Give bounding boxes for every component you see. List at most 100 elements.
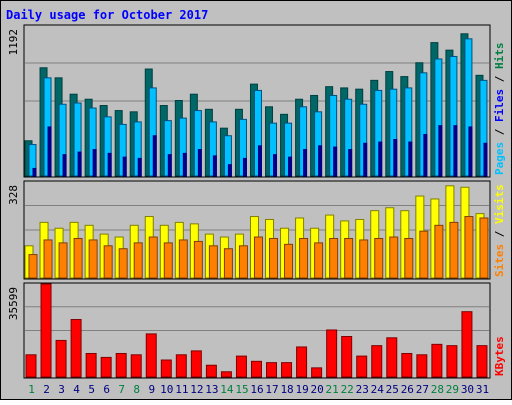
sites-bar [148,236,158,279]
sites-bar [43,239,53,279]
hits-files-pages-panel: 1192 Pages / Files / Hits [7,24,506,178]
pages-bar [167,154,172,177]
top-max-label: 1192 [7,29,20,56]
middle-legend-item: Sites [493,244,506,277]
pages-bar [438,125,443,177]
sites-bar [329,237,339,279]
sites-bar [163,242,173,279]
sites-bar [238,245,248,279]
day-label: 1 [28,383,35,396]
top-legend-item: / [493,122,506,142]
pages-bar [227,164,232,177]
day-label: 19 [295,383,308,396]
kbytes-bar [220,371,232,378]
pages-bar [137,157,142,177]
pages-bar [378,141,383,177]
day-label: 16 [250,383,263,396]
top-legend-item: Pages [493,142,506,175]
sites-bar [479,217,489,279]
day-label: 2 [43,383,50,396]
sites-bar [344,237,354,279]
kbytes-bar [386,337,398,378]
day-label: 12 [190,383,203,396]
pages-bar [107,152,112,177]
day-label: 22 [341,383,354,396]
sites-bar [253,236,263,279]
pages-bar [62,154,67,177]
pages-bar [348,149,353,177]
day-label: 23 [356,383,369,396]
sites-bar [374,237,384,279]
pages-bar [408,141,413,177]
middle-legend: Sites / Visits [493,184,506,277]
day-label: 3 [58,383,65,396]
sites-visits-panel: 328 Sites / Visits [7,180,506,280]
sites-bar [389,236,399,279]
pages-bar [333,146,338,177]
day-label: 18 [280,383,293,396]
kbytes-bar [25,354,37,378]
top-legend: Pages / Files / Hits [493,43,506,176]
sites-bar [449,221,459,279]
day-label: 21 [326,383,339,396]
day-label: 17 [265,383,278,396]
pages-bar [393,139,398,177]
day-label: 20 [311,383,324,396]
top-legend-item: Files [493,89,506,122]
pages-bar [92,149,97,177]
kbytes-bar [130,354,142,378]
kbytes-bar [281,362,293,378]
kbytes-bar [145,333,157,378]
day-label: 4 [73,383,80,396]
kbytes-bar [311,367,323,378]
day-label: 5 [88,383,95,396]
sites-bar [133,242,143,279]
sites-bar [314,242,324,279]
day-label: 9 [148,383,155,396]
kbytes-bar [250,360,262,378]
kbytes-bar [431,343,443,378]
sites-bar [359,239,369,279]
bottom-legend-item: KBytes [493,336,506,376]
day-label: 14 [220,383,234,396]
kbytes-bar [296,346,308,378]
day-label: 24 [371,383,385,396]
sites-bar [193,240,203,279]
sites-bar [73,237,83,279]
day-label: 28 [431,383,444,396]
middle-max-label: 328 [7,185,20,205]
pages-bar [47,126,52,177]
sites-bar [178,239,188,279]
sites-bar [404,237,414,279]
sites-bar [464,216,474,279]
sites-bar [223,248,233,279]
sites-bar [103,245,113,279]
pages-bar [453,125,458,177]
kbytes-bar [205,364,217,378]
kbytes-bar [85,352,97,378]
pages-bar [318,145,323,177]
pages-bar [468,126,473,177]
pages-bar [122,156,127,177]
sites-bar [419,230,429,279]
kbytes-bar [401,352,413,378]
day-label: 6 [103,383,110,396]
middle-legend-item: / [493,224,506,244]
sites-bar [88,239,98,279]
pages-bar [77,151,82,177]
pages-bar [32,167,37,177]
pages-bar [273,154,278,177]
kbytes-bar [341,336,353,378]
day-label: 15 [235,383,248,396]
day-axis-labels: 1 2 3 4 5 6 7 8 9 10 11 12 13 14 15 16 17 18 19 20 21 22 23 24 2… [28,383,489,396]
kbytes-panel: 35599 KBytes [7,282,506,379]
sites-bar [284,243,294,279]
kbytes-bar [461,311,473,378]
kbytes-bar [371,345,383,378]
kbytes-bar [70,319,82,378]
pages-bar [363,142,368,177]
sites-bar [299,237,309,279]
day-label: 29 [446,383,459,396]
